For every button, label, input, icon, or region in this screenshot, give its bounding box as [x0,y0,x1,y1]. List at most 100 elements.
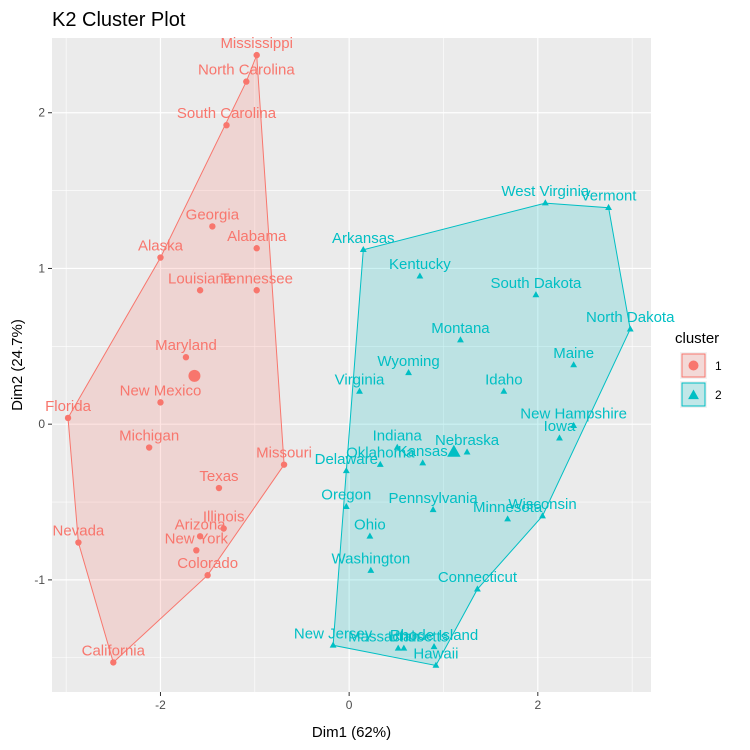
cluster-hulls [67,54,631,667]
point-label: Iowa [544,418,576,435]
point-label: Minnesota [473,499,543,516]
point-label: Illinois [203,509,245,526]
y-tick-label: 0 [38,417,45,431]
data-point [196,287,204,294]
y-axis-title: Dim2 (24.7%) [9,319,26,411]
point-label: Michigan [119,428,179,445]
data-point [500,387,508,394]
point-label: Missouri [256,445,312,462]
point-label: Nevada [53,523,105,540]
x-axis-title: Dim1 (62%) [312,724,391,741]
legend-marker [688,389,699,400]
data-point [367,566,375,573]
data-point [196,533,204,540]
cluster-hull-2 [332,202,631,667]
point-label: Oklahoma [346,445,415,462]
data-point [220,525,227,532]
point-label: Oregon [321,487,371,504]
data-point [253,245,260,252]
data-point [342,502,350,509]
point-label: California [82,642,146,659]
data-point [570,421,578,429]
point-label: Nebraska [435,432,500,449]
point-labels: Mississippi North Carolina South Carolina G… [45,35,675,662]
data-point [429,506,437,513]
y-tick-label: 2 [38,106,45,120]
x-tick-label: -2 [155,698,166,712]
data-point [474,585,481,592]
data-point [419,459,427,466]
point-label: Mississippi [220,35,293,52]
point-label: Vermont [581,188,638,205]
plot-panel [52,38,651,692]
y-tick-label: 1 [38,261,45,275]
axis-ticks: -2 0 2 -1 0 1 2 [34,106,541,712]
point-label: Florida [45,398,92,415]
point-label: Wisconsin [508,496,576,513]
point-label: Virginia [335,371,385,388]
point-label: Arkansas [332,230,395,247]
data-point [193,547,200,554]
data-point [457,336,464,343]
point-label: Rhode Island [390,627,478,644]
data-point [182,354,190,361]
point-label: Utah [388,628,420,645]
data-point [570,361,578,368]
point-label: Wyoming [377,353,439,370]
data-point [541,199,549,206]
point-label: Louisiana [168,270,233,287]
data-point [556,434,563,441]
legend-marker [688,360,699,371]
point-label: Washington [332,551,411,568]
point-label: New Mexico [120,382,202,399]
legend-title: cluster [675,330,719,347]
data-point [215,484,223,492]
data-point [504,515,512,522]
data-point [432,661,440,668]
point-label: North Dakota [586,309,675,326]
data-points [64,51,634,668]
data-point [253,51,260,59]
data-point [209,223,216,230]
chart-title: K2 Cluster Plot [52,9,186,31]
point-label: North Carolina [198,62,295,79]
y-tick-label: -1 [34,573,45,587]
legend: cluster 1 2 [675,330,722,408]
data-point [329,641,337,648]
data-point [430,643,438,650]
point-label: Texas [199,468,238,485]
data-point [280,461,288,468]
grid [52,38,651,692]
data-point [342,467,350,474]
data-point [366,532,374,539]
point-label: Kentucky [389,256,451,273]
data-point [253,287,260,294]
point-label: Connecticut [438,569,518,586]
data-point [400,644,408,651]
point-label: South Carolina [177,105,277,122]
data-point [243,78,250,85]
data-point [359,245,367,253]
point-label: New Hampshire [520,406,627,423]
point-label: New York [165,530,229,547]
data-point [356,387,363,394]
point-label: West Virginia [501,183,589,200]
point-label: Alabama [227,228,287,245]
point-label: Tennessee [220,270,293,287]
data-point [223,122,230,129]
point-label: Ohio [354,516,386,533]
data-point [532,291,540,298]
data-point [605,203,612,211]
cluster-centroid [188,369,201,382]
data-point [157,399,164,406]
point-label: Pennsylvania [388,490,478,507]
point-label: Arizona [175,516,227,533]
data-point [393,443,401,450]
point-label: Hawaii [413,646,458,663]
point-label: Colorado [177,555,238,572]
point-label: Kansas [398,443,448,460]
point-label: Georgia [186,206,240,223]
point-label: Idaho [485,371,523,388]
point-label: Maine [553,345,594,362]
